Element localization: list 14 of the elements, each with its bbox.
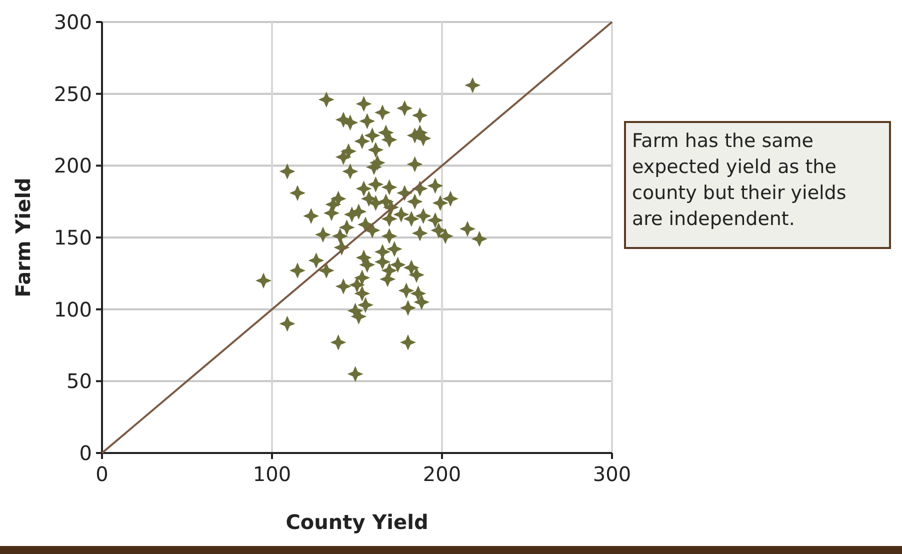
y-tick-label: 200 — [54, 154, 92, 178]
y-axis-title: Farm Yield — [11, 178, 35, 298]
y-tick-label: 300 — [54, 10, 92, 34]
x-tick-label: 300 — [592, 462, 632, 486]
y-tick-label: 0 — [79, 441, 92, 465]
y-tick-label: 50 — [66, 369, 92, 394]
y-tick-label: 150 — [54, 226, 92, 250]
x-tick-label: 100 — [252, 462, 292, 486]
x-tick-label: 200 — [422, 462, 462, 486]
x-tick-label: 0 — [96, 462, 108, 486]
text: Farm has the same expected yield as the county but their yields are independent. — [632, 130, 846, 230]
y-tick-label: 250 — [54, 82, 92, 106]
x-axis-title: County Yield — [286, 510, 428, 534]
y-tick-label: 100 — [54, 297, 92, 322]
